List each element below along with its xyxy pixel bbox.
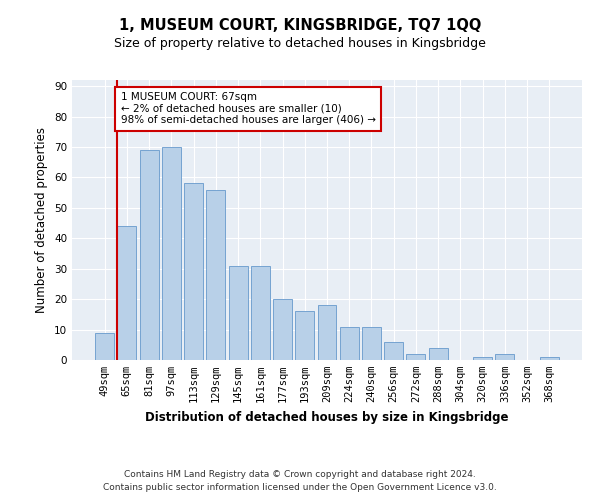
Bar <box>95 332 114 360</box>
Bar <box>273 299 292 360</box>
Bar <box>384 342 403 360</box>
Bar <box>118 226 136 360</box>
Bar <box>251 266 270 360</box>
Y-axis label: Number of detached properties: Number of detached properties <box>35 127 49 313</box>
Bar <box>184 184 203 360</box>
Bar <box>473 357 492 360</box>
Bar <box>140 150 158 360</box>
Bar <box>162 147 181 360</box>
Bar <box>229 266 248 360</box>
X-axis label: Distribution of detached houses by size in Kingsbridge: Distribution of detached houses by size … <box>145 410 509 424</box>
Bar <box>295 312 314 360</box>
Text: 1 MUSEUM COURT: 67sqm
← 2% of detached houses are smaller (10)
98% of semi-detac: 1 MUSEUM COURT: 67sqm ← 2% of detached h… <box>121 92 376 126</box>
Bar <box>406 354 425 360</box>
Bar <box>362 326 381 360</box>
Bar <box>540 357 559 360</box>
Bar <box>340 326 359 360</box>
Bar <box>429 348 448 360</box>
Bar <box>317 305 337 360</box>
Text: 1, MUSEUM COURT, KINGSBRIDGE, TQ7 1QQ: 1, MUSEUM COURT, KINGSBRIDGE, TQ7 1QQ <box>119 18 481 32</box>
Bar <box>206 190 225 360</box>
Text: Size of property relative to detached houses in Kingsbridge: Size of property relative to detached ho… <box>114 38 486 51</box>
Bar <box>496 354 514 360</box>
Text: Contains HM Land Registry data © Crown copyright and database right 2024.
Contai: Contains HM Land Registry data © Crown c… <box>103 470 497 492</box>
